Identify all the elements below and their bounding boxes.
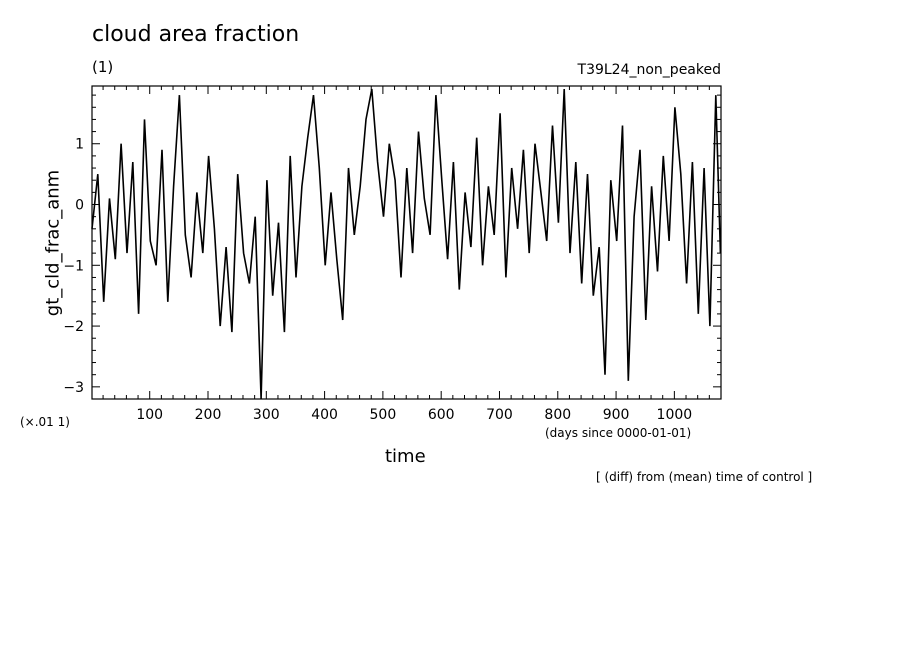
series-layer (91, 88, 722, 400)
y-tick-label: 0 (75, 198, 84, 214)
x-tick-label: 300 (253, 407, 280, 423)
x-tick-label: 200 (195, 407, 222, 423)
y-tick-label: −1 (63, 258, 84, 274)
x-tick-label: 1000 (657, 407, 693, 423)
chart-title: cloud area fraction (92, 22, 300, 47)
y-tick-label: −2 (63, 319, 84, 335)
x-tick-label: 800 (544, 407, 571, 423)
y-scale-note: (×.01 1) (20, 415, 70, 429)
y-tick-label: 1 (75, 137, 84, 153)
x-axis-label: time (385, 446, 426, 467)
x-tick-label: 500 (370, 407, 397, 423)
ticks-layer: 100 200 300 400 500 600 700 800 900 1000 1 0 −1 −2 −3 (63, 86, 721, 423)
x-axis-units: (days since 0000-01-01) (545, 426, 692, 440)
diff-note: [ (diff) from (mean) time of control ] (596, 470, 813, 484)
run-label: T39L24_non_peaked (577, 62, 721, 78)
chart-subtitle: (1) (92, 58, 114, 76)
y-tick-label: −3 (63, 380, 84, 396)
x-tick-label: 700 (486, 407, 513, 423)
x-tick-label: 400 (311, 407, 338, 423)
x-tick-label: 600 (428, 407, 455, 423)
series-line-0 (91, 88, 722, 400)
x-tick-label: 100 (136, 407, 163, 423)
x-tick-label: 900 (603, 407, 630, 423)
